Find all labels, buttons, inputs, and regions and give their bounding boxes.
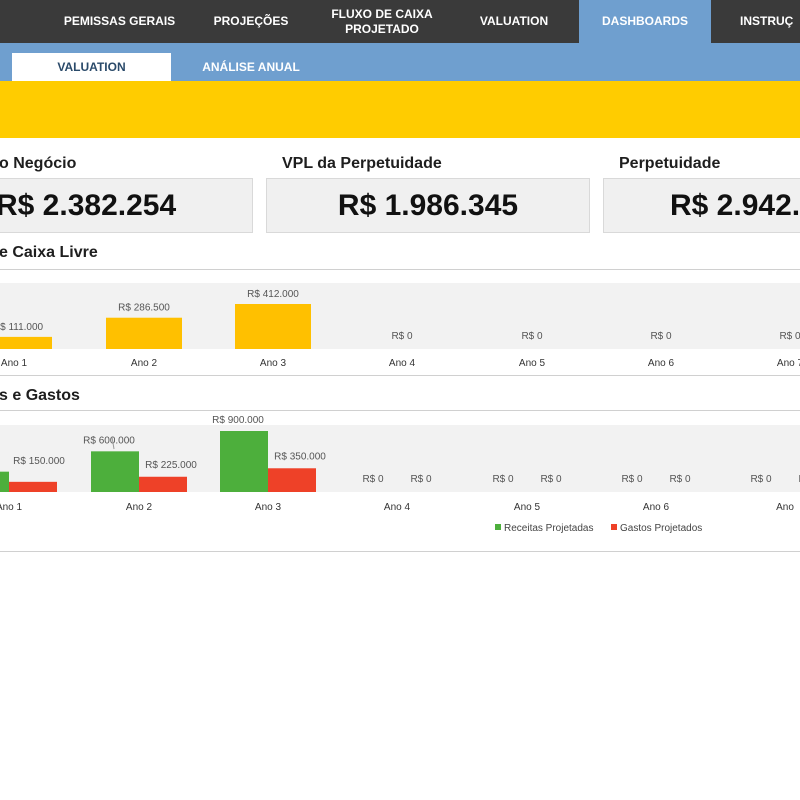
data-label: R$ 0 (410, 474, 432, 485)
x-tick-label: Ano 1 (0, 502, 23, 513)
x-tick-label: Ano 6 (643, 502, 670, 513)
tab-label: FLUXO DE CAIXA PROJETADO (331, 6, 433, 36)
top-navigation-bar: PEMISSAS GERAIS PROJEÇÕES FLUXO DE CAIXA… (0, 0, 800, 43)
data-label: R$ 412.000 (247, 289, 299, 300)
data-label: R$ 0 (650, 331, 672, 342)
bar-gastos (9, 481, 57, 492)
subtab-valuation[interactable]: VALUATION (12, 53, 171, 81)
kpi-value-vpl-perpetuidade: R$ 1.986.345 (337, 189, 519, 222)
data-label: R$ 350.000 (274, 451, 326, 462)
data-label: R$ 0 (750, 474, 772, 485)
data-label: R$ 150.000 (13, 456, 65, 467)
data-label: R$ 0 (492, 474, 514, 485)
data-label: R$ 0 (621, 474, 643, 485)
data-label: R$ 0 (779, 331, 800, 342)
section-title-receitas-gastos: s e Gastos (0, 387, 80, 404)
kpi-value-valor-negocio: R$ 2.382.254 (0, 189, 177, 222)
tab-label: PEMISSAS GERAIS (63, 14, 176, 28)
tab-label: VALUATION (479, 14, 549, 28)
label-leader-line (111, 436, 115, 450)
data-label: R$ 0 (362, 474, 384, 485)
tab-valuation[interactable]: VALUATION (458, 0, 570, 43)
data-label: R$ 0 (798, 474, 800, 485)
kpi-card-vpl-perpetuidade: R$ 1.986.345 (266, 178, 590, 233)
x-tick-label: Ano 4 (389, 358, 416, 369)
kpi-card-perpetuidade: R$ 2.942. (603, 178, 800, 233)
bar-caixa-livre (235, 304, 311, 349)
tab-label: DASHBOARDS (601, 14, 688, 28)
tab-premissas-gerais[interactable]: PEMISSAS GERAIS (53, 0, 186, 43)
data-label: R$ 600.000 (83, 435, 135, 446)
kpi-title-valor-negocio: o Negócio (0, 155, 77, 172)
data-label: R$ 0 (540, 474, 562, 485)
x-tick-label: Ano 5 (519, 358, 546, 369)
x-tick-label: Ano 4 (384, 502, 411, 513)
x-tick-label: Ano 5 (514, 502, 541, 513)
legend-label-gastos: Gastos Projetados (620, 523, 702, 534)
x-tick-label: Ano 7 (777, 358, 800, 369)
tab-fluxo-de-caixa-projetado[interactable]: FLUXO DE CAIXA PROJETADO (316, 0, 448, 43)
data-label: R$ 286.500 (118, 303, 170, 314)
x-tick-label: Ano 1 (1, 358, 28, 369)
x-tick-label: Ano 2 (131, 358, 158, 369)
legend-label-receitas: Receitas Projetadas (504, 523, 594, 534)
fluxo-caixa-livre-chart: R$ 111.000 Ano 1 R$ 286.500 Ano 2 R$ 412.000… (0, 289, 800, 369)
divider (0, 375, 800, 376)
bar-gastos (139, 476, 187, 492)
subtab-analise-anual[interactable]: ANÁLISE ANUAL (181, 53, 321, 81)
kpi-value-perpetuidade: R$ 2.942. (670, 189, 800, 222)
kpi-title-vpl-perpetuidade: VPL da Perpetuidade (282, 155, 442, 172)
kpi-title-perpetuidade: Perpetuidade (619, 155, 721, 172)
data-label: R$ 900.000 (212, 415, 264, 426)
legend-swatch-gastos (611, 524, 617, 530)
data-label: R$ 0 (521, 331, 543, 342)
tab-projecoes[interactable]: PROJEÇÕES (196, 0, 306, 43)
divider (0, 410, 800, 411)
x-tick-label: Ano 2 (126, 502, 153, 513)
section-title-fluxo-caixa-livre: e Caixa Livre (0, 244, 98, 261)
x-tick-label: Ano 3 (260, 358, 287, 369)
subtab-label: VALUATION (57, 60, 126, 74)
x-tick-label: Ano 3 (255, 502, 282, 513)
data-label: R$ 0 (391, 331, 413, 342)
tab-dashboards[interactable]: DASHBOARDS (579, 0, 711, 43)
bar-receitas (220, 431, 268, 492)
data-label: R$ 0 (669, 474, 691, 485)
bar-caixa-livre (0, 336, 52, 349)
divider (0, 269, 800, 270)
tab-label: INSTRUÇ (740, 14, 794, 28)
bar-gastos (268, 468, 316, 492)
tab-instrucoes[interactable]: INSTRUÇ (721, 0, 800, 43)
legend-swatch-receitas (495, 524, 501, 530)
header-banner (0, 81, 800, 138)
bar-receitas (91, 451, 139, 492)
bar-caixa-livre (106, 317, 182, 349)
bar-receitas (0, 471, 9, 492)
kpi-card-valor-negocio: R$ 2.382.254 (0, 178, 253, 233)
data-label: R$ 111.000 (0, 322, 44, 333)
data-label: R$ 225.000 (145, 460, 197, 471)
divider (0, 551, 800, 552)
tab-label: PROJEÇÕES (213, 14, 289, 28)
x-tick-label: Ano 6 (648, 358, 675, 369)
subtab-label: ANÁLISE ANUAL (202, 60, 300, 74)
x-tick-label: Ano (776, 502, 794, 513)
